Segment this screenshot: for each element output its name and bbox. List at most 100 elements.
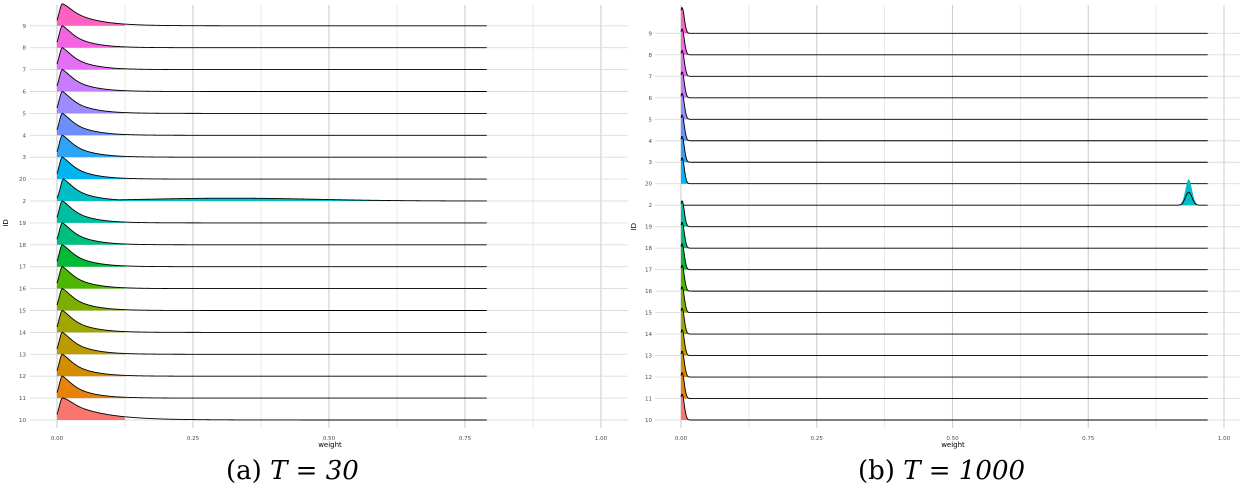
ridge-fill-17	[57, 244, 125, 267]
ridge-fill-2	[57, 179, 487, 201]
ridge-fill-14	[57, 310, 125, 333]
ridge-fill-18	[57, 222, 125, 245]
y-tick-label: 4	[23, 133, 27, 139]
ridge-fill-8	[57, 25, 125, 48]
x-tick-label: 0.50	[323, 436, 336, 442]
caption-b-prefix: (b)	[858, 456, 904, 486]
x-tick-label: 0.00	[51, 436, 64, 442]
ridge-outline-20	[56, 156, 487, 180]
ridge-outline-17	[56, 244, 487, 268]
ridge-13	[680, 329, 1208, 357]
y-tick-label: 3	[23, 155, 27, 161]
y-tick-label: 13	[645, 354, 652, 360]
ridge-11	[56, 375, 487, 399]
x-tick-labels: 0.00 0.25 0.50 0.75 1.00	[51, 436, 608, 442]
caption-a-prefix: (a)	[226, 456, 271, 486]
ridge-outline-11	[56, 375, 487, 399]
y-tick-label: 8	[649, 53, 653, 59]
y-tick-label: 4	[649, 139, 653, 145]
x-tick-label: 0.25	[811, 436, 824, 442]
ridge-fill-15	[57, 288, 125, 311]
y-tick-label: 20	[645, 182, 652, 188]
ridge-6	[56, 69, 487, 92]
ridge-outline-7	[56, 47, 487, 71]
ridge-outline-4	[56, 112, 487, 136]
ridge-19	[680, 200, 1208, 228]
ridge-17	[56, 244, 487, 268]
ridge-outline-5	[56, 90, 487, 114]
ridge-7	[56, 47, 487, 71]
y-tick-label: 8	[23, 46, 27, 52]
ridge-fill-12	[57, 354, 125, 377]
ridge-13	[56, 331, 487, 355]
ridge-20	[680, 157, 1208, 185]
ridge-fill-13	[57, 332, 125, 355]
ridge-fill-5	[57, 91, 125, 114]
x-tick-label: 0.00	[675, 436, 688, 442]
y-tick-label: 17	[645, 268, 652, 274]
ridge-15	[680, 286, 1208, 314]
y-tick-label: 6	[649, 96, 653, 102]
caption-b: (b) T = 1000	[858, 456, 1025, 486]
ridge-outline-7	[680, 50, 1208, 77]
ridge-outline-11	[680, 372, 1208, 399]
ridge-outline-18	[680, 221, 1208, 249]
caption-a: (a) T = 30	[226, 456, 359, 486]
ridge-15	[56, 288, 487, 311]
y-tick-labels: 10 11 12 13 14 15 16 17 18 19 2 20 3 4 5 6 7 8 9	[19, 24, 27, 424]
ridge-peak-fill-2	[1172, 192, 1205, 206]
y-axis-title: ID	[630, 223, 638, 230]
y-tick-label: 9	[649, 31, 653, 37]
y-tick-label: 17	[19, 265, 26, 271]
y-tick-label: 10	[19, 418, 26, 424]
ridge-outline-16	[56, 266, 487, 290]
ridge-17	[680, 243, 1208, 271]
ridge-fill-20	[57, 157, 125, 180]
ridge-outline-16	[680, 264, 1208, 292]
y-tick-label: 2	[649, 203, 653, 209]
y-tick-label: 9	[23, 24, 27, 30]
ridge-outline-3	[56, 134, 487, 158]
ridge-10	[680, 393, 1208, 421]
ridge-4	[680, 114, 1208, 142]
ridge-outline-10	[680, 393, 1208, 421]
ridges	[56, 3, 487, 421]
y-tick-label: 6	[23, 90, 27, 96]
gridlines	[655, 5, 1240, 428]
x-axis-title: weight	[318, 441, 342, 449]
y-tick-label: 12	[19, 374, 26, 380]
ridge-4	[56, 112, 487, 136]
ridge-outline-19	[680, 200, 1208, 228]
y-tick-label: 20	[19, 177, 26, 183]
y-tick-label: 5	[23, 111, 27, 117]
ridge-outline-14	[680, 307, 1208, 335]
ridge-fill-4	[57, 113, 125, 136]
ridge-fill-19	[57, 200, 125, 223]
y-tick-label: 14	[19, 330, 26, 336]
y-tick-label: 16	[19, 287, 26, 293]
ridge-outline-8	[56, 25, 487, 49]
ridge-fill-9	[681, 7, 1208, 34]
ridge-outline-14	[56, 309, 487, 333]
ridge-fill-9	[57, 3, 125, 26]
ridge-outline-15	[56, 288, 487, 311]
ridge-outline-2	[56, 178, 487, 202]
ridge-outline-5	[680, 93, 1208, 120]
x-tick-label: 0.75	[1082, 436, 1095, 442]
ridge-9	[680, 7, 1208, 34]
ridge-outline-20	[680, 157, 1208, 185]
ridge-outline-2	[681, 191, 1208, 206]
y-tick-label: 11	[19, 396, 26, 402]
y-tick-label: 7	[23, 68, 27, 74]
ridge-outline-9	[56, 3, 487, 27]
ridge-3	[680, 136, 1208, 163]
ridge-8	[680, 28, 1208, 56]
y-tick-label: 5	[649, 117, 653, 123]
y-tick-label: 15	[645, 311, 652, 317]
ridge-12	[680, 350, 1208, 378]
y-tick-label: 13	[19, 352, 26, 358]
x-tick-label: 0.50	[946, 436, 959, 442]
x-tick-label: 1.00	[1218, 436, 1231, 442]
